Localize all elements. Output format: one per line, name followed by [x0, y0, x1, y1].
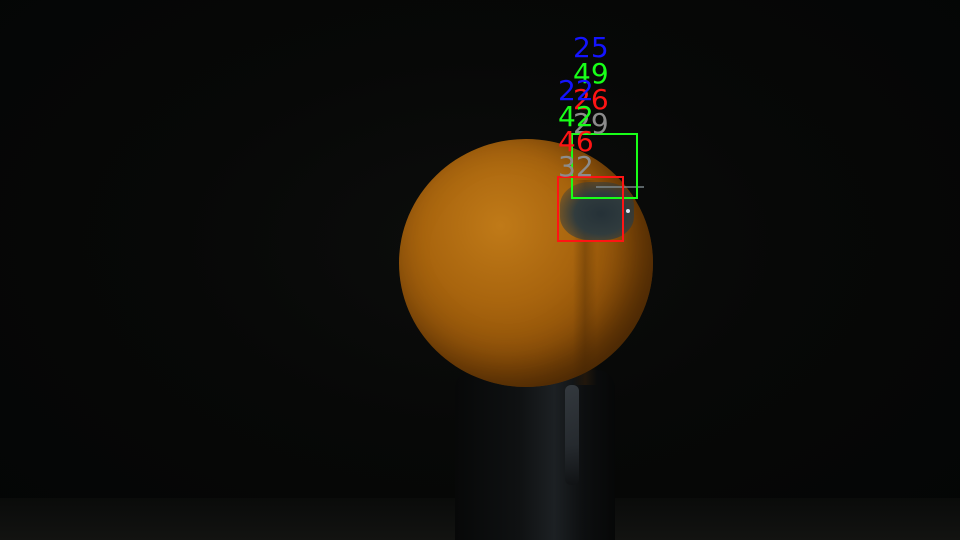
detection-label: 25: [573, 31, 609, 64]
detection-label: 46: [558, 125, 594, 158]
detection-label: 22: [558, 74, 594, 107]
detection-label: 32: [558, 150, 594, 183]
ball-stand: [455, 370, 615, 540]
glare-streak: [596, 186, 644, 188]
stand-highlight: [565, 385, 579, 485]
detection-box-red: [557, 176, 624, 242]
detection-box-green: [571, 133, 638, 199]
detection-label: 26: [573, 83, 609, 116]
detection-label: 42: [558, 100, 594, 133]
orange-ball: [399, 139, 653, 387]
detection-label: 29: [573, 107, 609, 140]
glare-dot: [626, 209, 630, 213]
detection-label: 49: [573, 57, 609, 90]
